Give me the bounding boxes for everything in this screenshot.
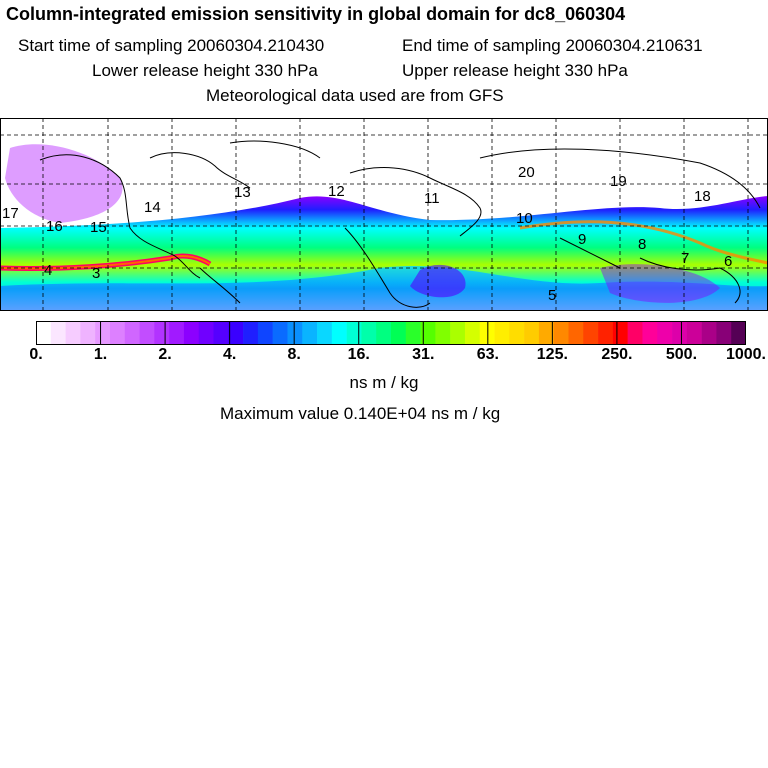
colorbar-cell	[272, 321, 288, 345]
colorbar-cell	[627, 321, 643, 345]
colorbar-tick-label: 16.	[347, 346, 370, 363]
colorbar-cell	[464, 321, 481, 345]
time-label-3: 3	[92, 265, 100, 282]
colorbar-cell	[65, 321, 81, 345]
colorbar-cell	[154, 321, 170, 345]
colorbar-tick-label: 500.	[665, 346, 698, 363]
colorbar-tick-label: 63.	[476, 346, 499, 363]
colorbar-cell	[686, 321, 702, 345]
colorbar-cell	[524, 321, 540, 345]
colorbar-units-label: ns m / kg	[349, 373, 419, 392]
colorbar-cell	[243, 321, 259, 345]
time-label-12: 12	[328, 183, 345, 200]
colorbar-cell	[568, 321, 584, 345]
coastlines	[39, 140, 761, 308]
colorbar-cell	[612, 321, 628, 345]
colorbar-cell	[701, 321, 717, 345]
colorbar-tick-label: 4.	[222, 346, 237, 363]
lower-release-height-label: Lower release height 330 hPa	[92, 61, 318, 80]
time-label-19: 19	[610, 173, 627, 190]
colorbar-cell	[509, 321, 525, 345]
time-label-14: 14	[144, 199, 161, 216]
colorbar-cell	[183, 321, 200, 345]
time-label-16: 16	[46, 218, 63, 235]
time-label-8: 8	[638, 236, 646, 253]
time-label-17: 17	[2, 205, 19, 222]
colorbar-cell	[257, 321, 273, 345]
time-label-13: 13	[234, 184, 251, 201]
colorbar-cell	[50, 321, 66, 345]
colorbar-cell	[361, 321, 377, 345]
colorbar-cell	[657, 321, 673, 345]
time-label-20: 20	[518, 164, 535, 181]
colorbar-cell	[124, 321, 140, 345]
colorbar-cell	[139, 321, 155, 345]
colorbar-cell	[494, 321, 510, 345]
colorbar-cell	[331, 321, 347, 345]
emission-sensitivity-map: 17 16 15 14 13 12 11 10 9 8 7 6 5 4 3 20 19 18	[0, 118, 768, 311]
colorbar-cell	[109, 321, 126, 345]
upper-release-height-label: Upper release height 330 hPa	[402, 61, 628, 80]
colorbar-cell	[716, 321, 732, 345]
colorbar-cell	[538, 321, 555, 345]
colorbar-tick-label: 8.	[287, 346, 301, 363]
colorbar-cell	[405, 321, 421, 345]
chart-title: Column-integrated emission sensitivity i…	[6, 4, 626, 24]
colorbar-tick-label: 1.	[93, 346, 108, 363]
time-label-5: 5	[548, 287, 556, 304]
colorbar-cell	[479, 321, 495, 345]
colorbar-tick-label: 125.	[536, 346, 568, 363]
colorbar-cell	[169, 321, 185, 345]
colorbar-cell	[302, 321, 318, 345]
colorbar-cell	[583, 321, 599, 345]
start-time-label: Start time of sampling 20060304.210430	[18, 36, 325, 55]
colorbar-tick-label: 2.	[158, 346, 172, 363]
time-label-6: 6	[724, 253, 732, 270]
time-label-11: 11	[424, 190, 440, 207]
colorbar-cell	[228, 321, 244, 345]
colorbar-cell	[672, 321, 688, 345]
time-label-7: 7	[681, 250, 689, 267]
colorbar-cell	[642, 321, 658, 345]
colorbar	[36, 321, 746, 345]
graticule	[0, 118, 768, 311]
colorbar-cell	[391, 321, 407, 345]
colorbar-tick-label: 250.	[601, 346, 633, 363]
colorbar-cell	[420, 321, 436, 345]
maximum-value-label: Maximum value 0.140E+04 ns m / kg	[220, 404, 501, 423]
colorbar-tick-label: 31.	[412, 346, 435, 363]
colorbar-cell	[376, 321, 392, 345]
time-label-15: 15	[90, 219, 107, 236]
colorbar-cell	[36, 321, 52, 345]
time-label-4: 4	[44, 262, 52, 279]
colorbar-cell	[598, 321, 614, 345]
sensitivity-field	[0, 118, 768, 311]
colorbar-cell	[287, 321, 303, 345]
colorbar-cell	[435, 321, 451, 345]
meteorological-data-label: Meteorological data used are from GFS	[206, 86, 504, 105]
colorbar-cell	[346, 321, 362, 345]
colorbar-cell	[213, 321, 229, 345]
colorbar-cell	[317, 321, 333, 345]
colorbar-cell	[553, 321, 569, 345]
colorbar-cell	[198, 321, 214, 345]
colorbar-cell	[80, 321, 96, 345]
colorbar-cell	[450, 321, 466, 345]
time-label-9: 9	[578, 231, 586, 248]
end-time-label: End time of sampling 20060304.210631	[402, 36, 703, 55]
colorbar-tick-label: 1000.	[725, 346, 766, 363]
colorbar-cell	[95, 321, 111, 345]
time-label-10: 10	[516, 210, 533, 227]
time-label-18: 18	[694, 188, 711, 205]
colorbar-cell	[731, 321, 746, 345]
colorbar-tick-label: 0.	[29, 346, 43, 363]
